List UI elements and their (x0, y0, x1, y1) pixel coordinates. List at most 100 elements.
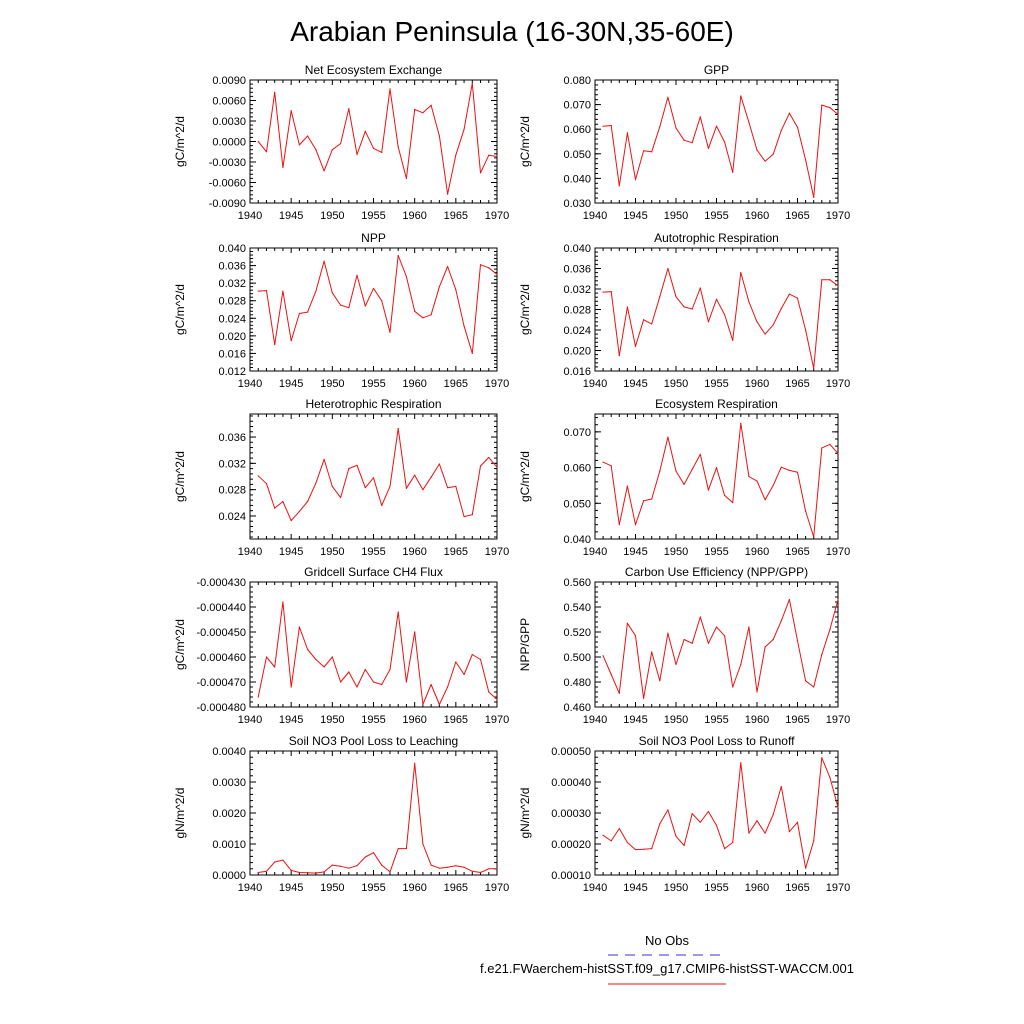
data-point (430, 683, 432, 686)
data-point (323, 260, 325, 262)
x-tick-label: 1955 (361, 882, 385, 894)
data-point (397, 146, 399, 148)
data-point (610, 124, 612, 127)
data-point (707, 321, 710, 323)
data-point (405, 848, 408, 850)
data-point (626, 132, 629, 134)
x-tick-label: 1940 (238, 378, 262, 390)
y-tick-label: 0.0030 (212, 116, 246, 128)
data-point (740, 762, 742, 764)
x-tick-label: 1950 (320, 882, 344, 894)
data-point (732, 501, 734, 504)
data-point (691, 642, 693, 644)
y-axis-label: gC/m^2/d (173, 451, 187, 502)
x-tick-label: 1940 (583, 378, 607, 390)
x-tick-label: 1965 (444, 546, 468, 558)
data-point (602, 461, 604, 463)
data-point (643, 697, 645, 699)
data-point (455, 485, 457, 487)
data-point (813, 536, 815, 538)
data-point (430, 314, 432, 316)
data-point (356, 274, 358, 276)
data-point (405, 275, 408, 278)
x-tick-label: 1950 (320, 546, 344, 558)
panels-group: Net Ecosystem Exchange gC/m^2/d 1940 1945 19… (173, 63, 850, 894)
x-tick-label: 1945 (623, 378, 647, 390)
plot-frame (594, 581, 839, 708)
data-point (602, 125, 604, 127)
x-tick-label: 1950 (664, 210, 688, 222)
data-point (813, 686, 815, 688)
plot-frame (594, 247, 839, 372)
data-point (724, 848, 726, 850)
data-point (479, 264, 482, 266)
data-point (331, 149, 333, 151)
data-point (307, 872, 309, 874)
data-point (837, 806, 839, 809)
legend-label-model: f.e21.FWaerchem-histSST.f09_g17.CMIP6-hi… (480, 961, 854, 976)
data-point (707, 810, 710, 813)
data-point (805, 680, 807, 682)
data-point (699, 616, 701, 618)
plot-frame (249, 750, 498, 876)
data-point (683, 638, 685, 641)
data-point (748, 475, 750, 478)
y-tick-label: 0.060 (563, 463, 591, 475)
y-tick-label: 0.020 (218, 331, 246, 343)
y-tick-label: -0.000480 (196, 702, 246, 714)
panel-title: GPP (704, 63, 729, 77)
data-point (488, 456, 490, 459)
data-point (634, 635, 637, 637)
y-tick-label: 0.040 (563, 173, 591, 185)
data-point (290, 519, 292, 522)
data-point (837, 285, 839, 287)
data-point (748, 121, 750, 123)
data-point (707, 489, 710, 491)
data-point (438, 867, 440, 869)
data-point (699, 287, 701, 289)
data-point (471, 653, 473, 656)
data-point (610, 673, 612, 676)
data-point (479, 871, 482, 874)
data-point (732, 841, 734, 844)
data-point (740, 422, 742, 424)
data-point (788, 598, 791, 601)
y-tick-label: 0.060 (563, 124, 591, 136)
data-point (307, 311, 309, 313)
data-point (471, 82, 473, 85)
data-point (397, 427, 399, 430)
data-point (389, 871, 391, 873)
panel-10: Soil NO3 Pool Loss to Runoff gN/m^2/d 1940… (518, 734, 850, 894)
data-point (479, 172, 482, 174)
y-tick-label: 0.036 (218, 432, 246, 444)
y-tick-label: 0.00030 (551, 808, 591, 820)
data-point (626, 841, 629, 844)
data-point (315, 290, 317, 292)
y-tick-label: 0.050 (563, 149, 591, 161)
y-tick-label: 0.040 (218, 243, 246, 255)
data-point (618, 692, 620, 694)
x-tick-label: 1955 (704, 378, 728, 390)
x-tick-label: 1970 (826, 546, 850, 558)
data-point (643, 500, 645, 502)
data-point (796, 297, 799, 299)
data-point (274, 861, 276, 863)
data-point (724, 635, 726, 637)
x-tick-label: 1960 (745, 546, 769, 558)
data-point (307, 648, 309, 651)
plot-frame (594, 413, 839, 540)
data-point (651, 651, 653, 653)
data-point (282, 166, 284, 169)
data-point (414, 108, 416, 110)
data-point (496, 466, 498, 468)
x-tick-label: 1950 (664, 882, 688, 894)
data-point (691, 308, 693, 310)
data-point (780, 466, 782, 468)
data-point (707, 642, 710, 644)
x-tick-label: 1960 (402, 210, 426, 222)
data-point (422, 112, 424, 114)
panel-title: Gridcell Surface CH4 Flux (304, 565, 443, 579)
data-point (683, 139, 685, 141)
x-tick-label: 1945 (623, 714, 647, 726)
data-point (683, 483, 685, 485)
